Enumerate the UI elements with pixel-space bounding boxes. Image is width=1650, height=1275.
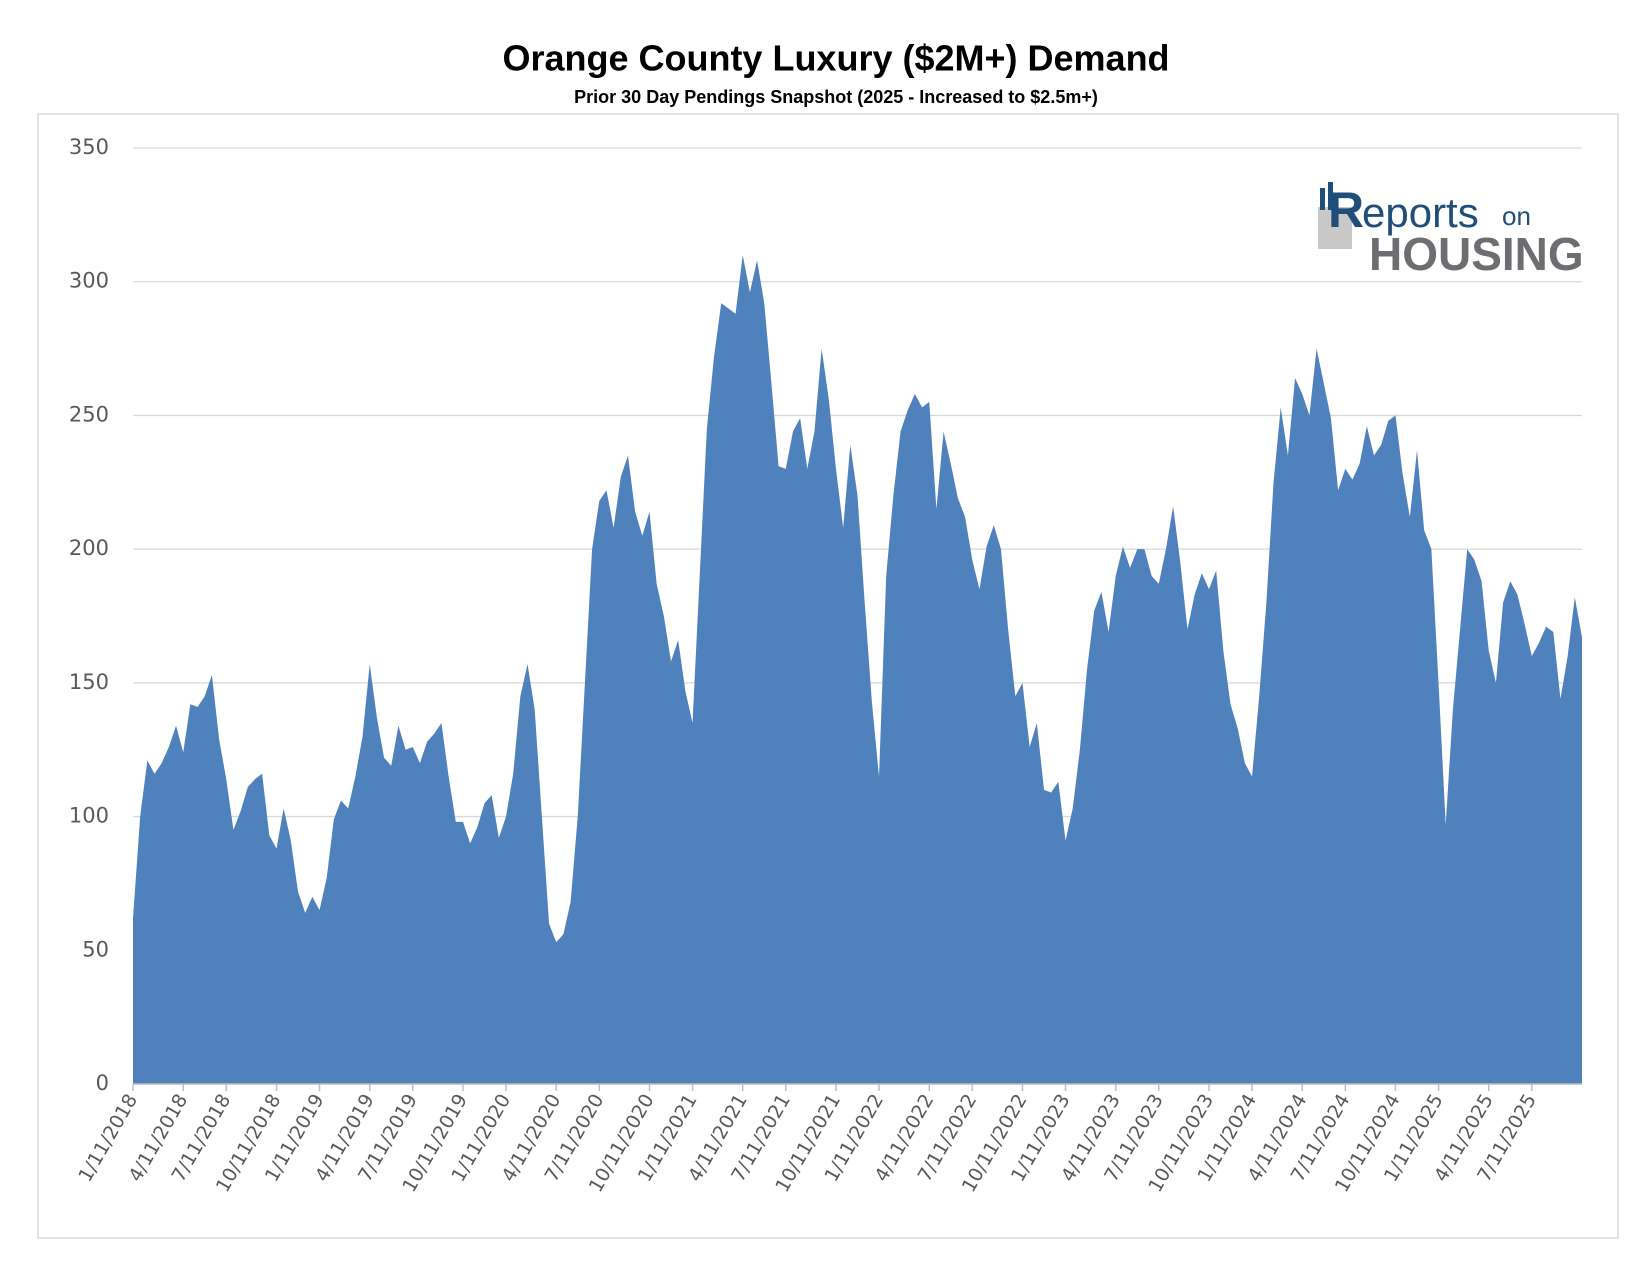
chart-border [37,113,1619,1239]
logo-shape [1320,188,1325,210]
area [133,254,1582,1084]
logo-text: R [1328,182,1364,238]
logo: R eports on HOUSING [1318,182,1584,280]
logo-shape [1318,207,1352,249]
chart-title: Orange County Luxury ($2M+) Demand [502,38,1169,79]
y-tick-label: 100 [69,804,109,828]
logo-text: on [1502,201,1531,231]
y-tick-label: 350 [69,135,109,159]
y-tick-label: 150 [69,670,109,694]
logo-text: eports [1362,189,1479,236]
y-tick-label: 250 [69,402,109,426]
y-tick-label: 200 [69,536,109,560]
y-tick-label: 50 [82,937,109,961]
y-tick-label: 300 [69,269,109,293]
logo-text: HOUSING [1369,228,1584,280]
chart-subtitle: Prior 30 Day Pendings Snapshot (2025 - I… [574,87,1098,107]
y-tick-label: 0 [96,1071,109,1095]
logo-shape [1328,182,1333,210]
